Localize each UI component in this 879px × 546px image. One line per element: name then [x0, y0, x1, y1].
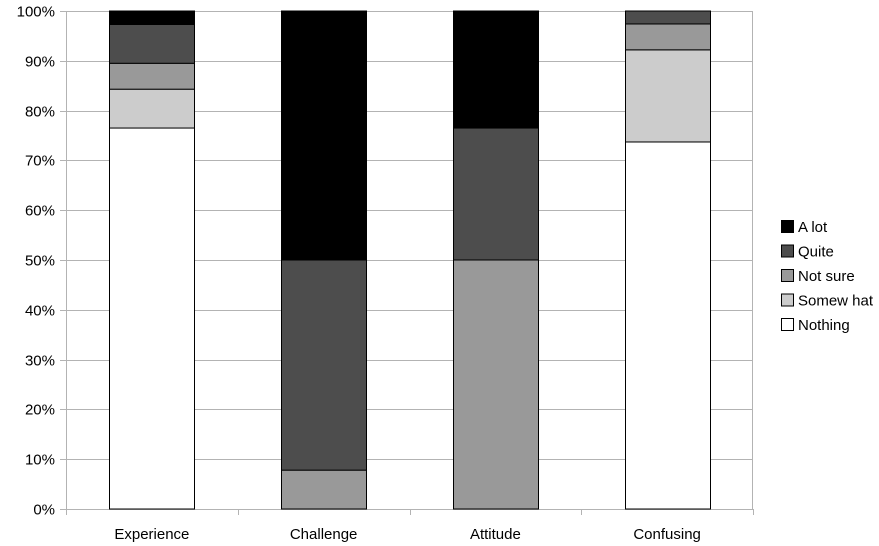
bar-segment-quite-confusing — [625, 10, 711, 25]
plot-frame — [66, 11, 753, 510]
legend-swatch — [781, 244, 794, 258]
bar-segment-not-sure-challenge — [281, 469, 367, 510]
y-tick-label: 70% — [25, 153, 55, 170]
y-tick-label: 60% — [25, 203, 55, 220]
y-tick-label: 50% — [25, 253, 55, 270]
y-tick-label: 0% — [33, 502, 55, 519]
bar-segment-a-lot-attitude — [453, 10, 539, 129]
y-tick-label: 20% — [25, 402, 55, 419]
legend-swatch — [781, 220, 794, 233]
bar-layer — [109, 10, 711, 510]
y-tick-label: 80% — [25, 104, 55, 121]
y-tick-label: 90% — [25, 54, 55, 71]
bar-segment-a-lot-challenge — [281, 10, 367, 261]
legend-label: Nothing — [798, 317, 850, 334]
bar-segment-not-sure-experience — [109, 62, 195, 90]
x-category-label: Confusing — [633, 526, 701, 543]
y-tick-label: 40% — [25, 303, 55, 320]
x-category-label: Experience — [114, 526, 189, 543]
legend-swatch — [781, 293, 794, 307]
y-tick-label: 30% — [25, 353, 55, 370]
axis-layer: 0% 10% 20% 30% 40% 50% 60% 70% 80% 90% 100% Experie… — [17, 4, 754, 543]
y-tick-label: 10% — [25, 452, 55, 469]
bar-segment-nothing-experience — [109, 127, 195, 510]
legend-swatch — [781, 269, 794, 282]
y-tick-label: 100% — [17, 4, 55, 21]
x-category-label: Challenge — [290, 526, 358, 543]
bar-segment-quite-experience — [109, 23, 195, 64]
bar-segment-not-sure-attitude — [453, 259, 539, 510]
bar-segment-somew-hat-experience — [109, 88, 195, 129]
bar-segment-quite-challenge — [281, 259, 367, 471]
legend-label: Quite — [798, 244, 834, 261]
legend-label: Not sure — [798, 268, 855, 285]
bar-segment-a-lot-experience — [109, 10, 195, 25]
bar-segment-quite-attitude — [453, 127, 539, 261]
legend-label: A lot — [798, 219, 828, 236]
legend-label: Somew hat — [798, 293, 874, 310]
bar-segment-somew-hat-confusing — [625, 49, 711, 143]
legend-layer: A lot Quite Not sure Somew hat Nothing — [781, 219, 874, 334]
bar-segment-nothing-confusing — [625, 141, 711, 510]
x-category-label: Attitude — [470, 526, 521, 543]
legend-swatch — [781, 318, 794, 331]
bar-segment-not-sure-confusing — [625, 23, 711, 51]
